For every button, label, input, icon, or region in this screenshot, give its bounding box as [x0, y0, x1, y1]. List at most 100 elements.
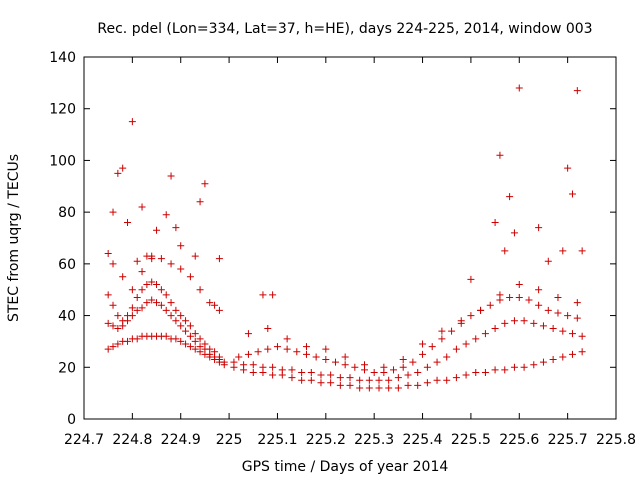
data-point [104, 319, 112, 327]
data-point [249, 361, 257, 369]
x-axis-label: GPS time / Days of year 2014 [242, 459, 449, 475]
data-point [559, 247, 567, 255]
data-point [302, 350, 310, 358]
data-point [317, 379, 325, 387]
data-point [501, 366, 509, 374]
data-point [559, 327, 567, 335]
data-point [215, 353, 223, 361]
data-point [162, 291, 170, 299]
data-point [419, 350, 427, 358]
data-point [288, 366, 296, 374]
data-point [162, 332, 170, 340]
data-point [114, 340, 122, 348]
data-point [269, 363, 277, 371]
x-tick-label: 225.4 [402, 432, 442, 448]
data-point [182, 340, 190, 348]
x-tick-label: 225.7 [548, 432, 588, 448]
data-point [448, 327, 456, 335]
data-point [191, 252, 199, 260]
data-point [259, 363, 267, 371]
data-point [491, 366, 499, 374]
data-point [138, 203, 146, 211]
data-point [346, 381, 354, 389]
data-point [385, 376, 393, 384]
data-point [530, 319, 538, 327]
data-point [172, 224, 180, 232]
data-point [153, 281, 161, 289]
data-point [167, 260, 175, 268]
data-point [356, 384, 364, 392]
data-point [162, 211, 170, 219]
data-point [365, 376, 373, 384]
data-point [186, 332, 194, 340]
x-tick-label: 224.7 [64, 432, 104, 448]
x-tick-label: 224.9 [161, 432, 201, 448]
data-point [472, 368, 480, 376]
data-point [331, 358, 339, 366]
y-tick-label: 0 [67, 412, 76, 428]
data-point [452, 345, 460, 353]
data-point [182, 327, 190, 335]
data-point [443, 353, 451, 361]
x-tick-label: 225.8 [596, 432, 636, 448]
y-tick-label: 40 [58, 309, 76, 325]
data-point [414, 381, 422, 389]
x-axis: 224.7 224.8 224.9 225 225.1 225.2 225.3 225.4 22… [64, 57, 636, 448]
data-point [336, 374, 344, 382]
data-point [510, 317, 518, 325]
data-point [206, 299, 214, 307]
data-point [438, 335, 446, 343]
data-point [196, 335, 204, 343]
data-point [167, 312, 175, 320]
data-point [148, 255, 156, 263]
data-point [133, 306, 141, 314]
data-point [578, 247, 586, 255]
data-point [385, 384, 393, 392]
data-point [481, 368, 489, 376]
data-point [515, 281, 523, 289]
data-point [109, 301, 117, 309]
data-point [119, 164, 127, 172]
data-point [467, 312, 475, 320]
data-point [535, 286, 543, 294]
x-tick-label: 225.1 [257, 432, 297, 448]
data-point [288, 374, 296, 382]
data-point [215, 255, 223, 263]
data-point [549, 356, 557, 364]
data-point [457, 317, 465, 325]
data-point [486, 301, 494, 309]
data-point [568, 330, 576, 338]
data-point [501, 247, 509, 255]
data-point [394, 374, 402, 382]
y-tick-label: 120 [49, 102, 76, 118]
data-point [356, 376, 364, 384]
data-point [419, 340, 427, 348]
data-point [283, 335, 291, 343]
data-point [148, 278, 156, 286]
data-point [399, 356, 407, 364]
data-point [467, 275, 475, 283]
data-point [433, 358, 441, 366]
data-point [501, 319, 509, 327]
data-point [109, 260, 117, 268]
data-point [307, 368, 315, 376]
data-point [322, 345, 330, 353]
data-point [172, 335, 180, 343]
data-point [240, 361, 248, 369]
data-point [114, 169, 122, 177]
y-tick-label: 140 [49, 50, 76, 66]
data-point [317, 371, 325, 379]
data-point [215, 306, 223, 314]
data-point [172, 306, 180, 314]
data-point [143, 281, 151, 289]
data-point [186, 273, 194, 281]
data-point [211, 301, 219, 309]
data-point [423, 363, 431, 371]
data-point [472, 335, 480, 343]
data-point [119, 273, 127, 281]
data-point [235, 353, 243, 361]
data-point [114, 325, 122, 332]
data-point [307, 376, 315, 384]
x-tick-label: 225.6 [499, 432, 539, 448]
